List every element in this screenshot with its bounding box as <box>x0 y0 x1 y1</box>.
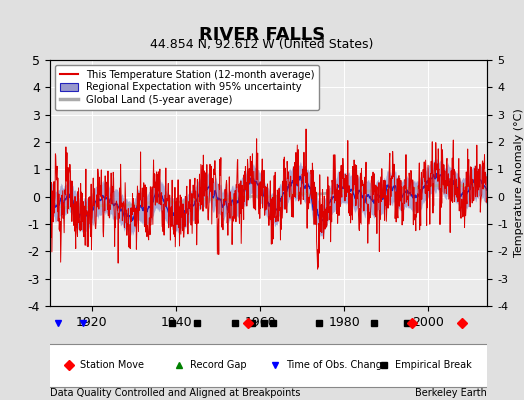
Text: 44.854 N, 92.612 W (United States): 44.854 N, 92.612 W (United States) <box>150 38 374 51</box>
Y-axis label: Temperature Anomaly (°C): Temperature Anomaly (°C) <box>514 109 523 257</box>
Text: Record Gap: Record Gap <box>190 360 246 370</box>
Text: Time of Obs. Change: Time of Obs. Change <box>286 360 388 370</box>
Text: RIVER FALLS: RIVER FALLS <box>199 26 325 44</box>
Text: Station Move: Station Move <box>80 360 145 370</box>
Text: Berkeley Earth: Berkeley Earth <box>416 388 487 398</box>
Legend: This Temperature Station (12-month average), Regional Expectation with 95% uncer: This Temperature Station (12-month avera… <box>55 65 319 110</box>
FancyBboxPatch shape <box>46 344 492 387</box>
Text: Empirical Break: Empirical Break <box>396 360 472 370</box>
Text: Data Quality Controlled and Aligned at Breakpoints: Data Quality Controlled and Aligned at B… <box>50 388 300 398</box>
